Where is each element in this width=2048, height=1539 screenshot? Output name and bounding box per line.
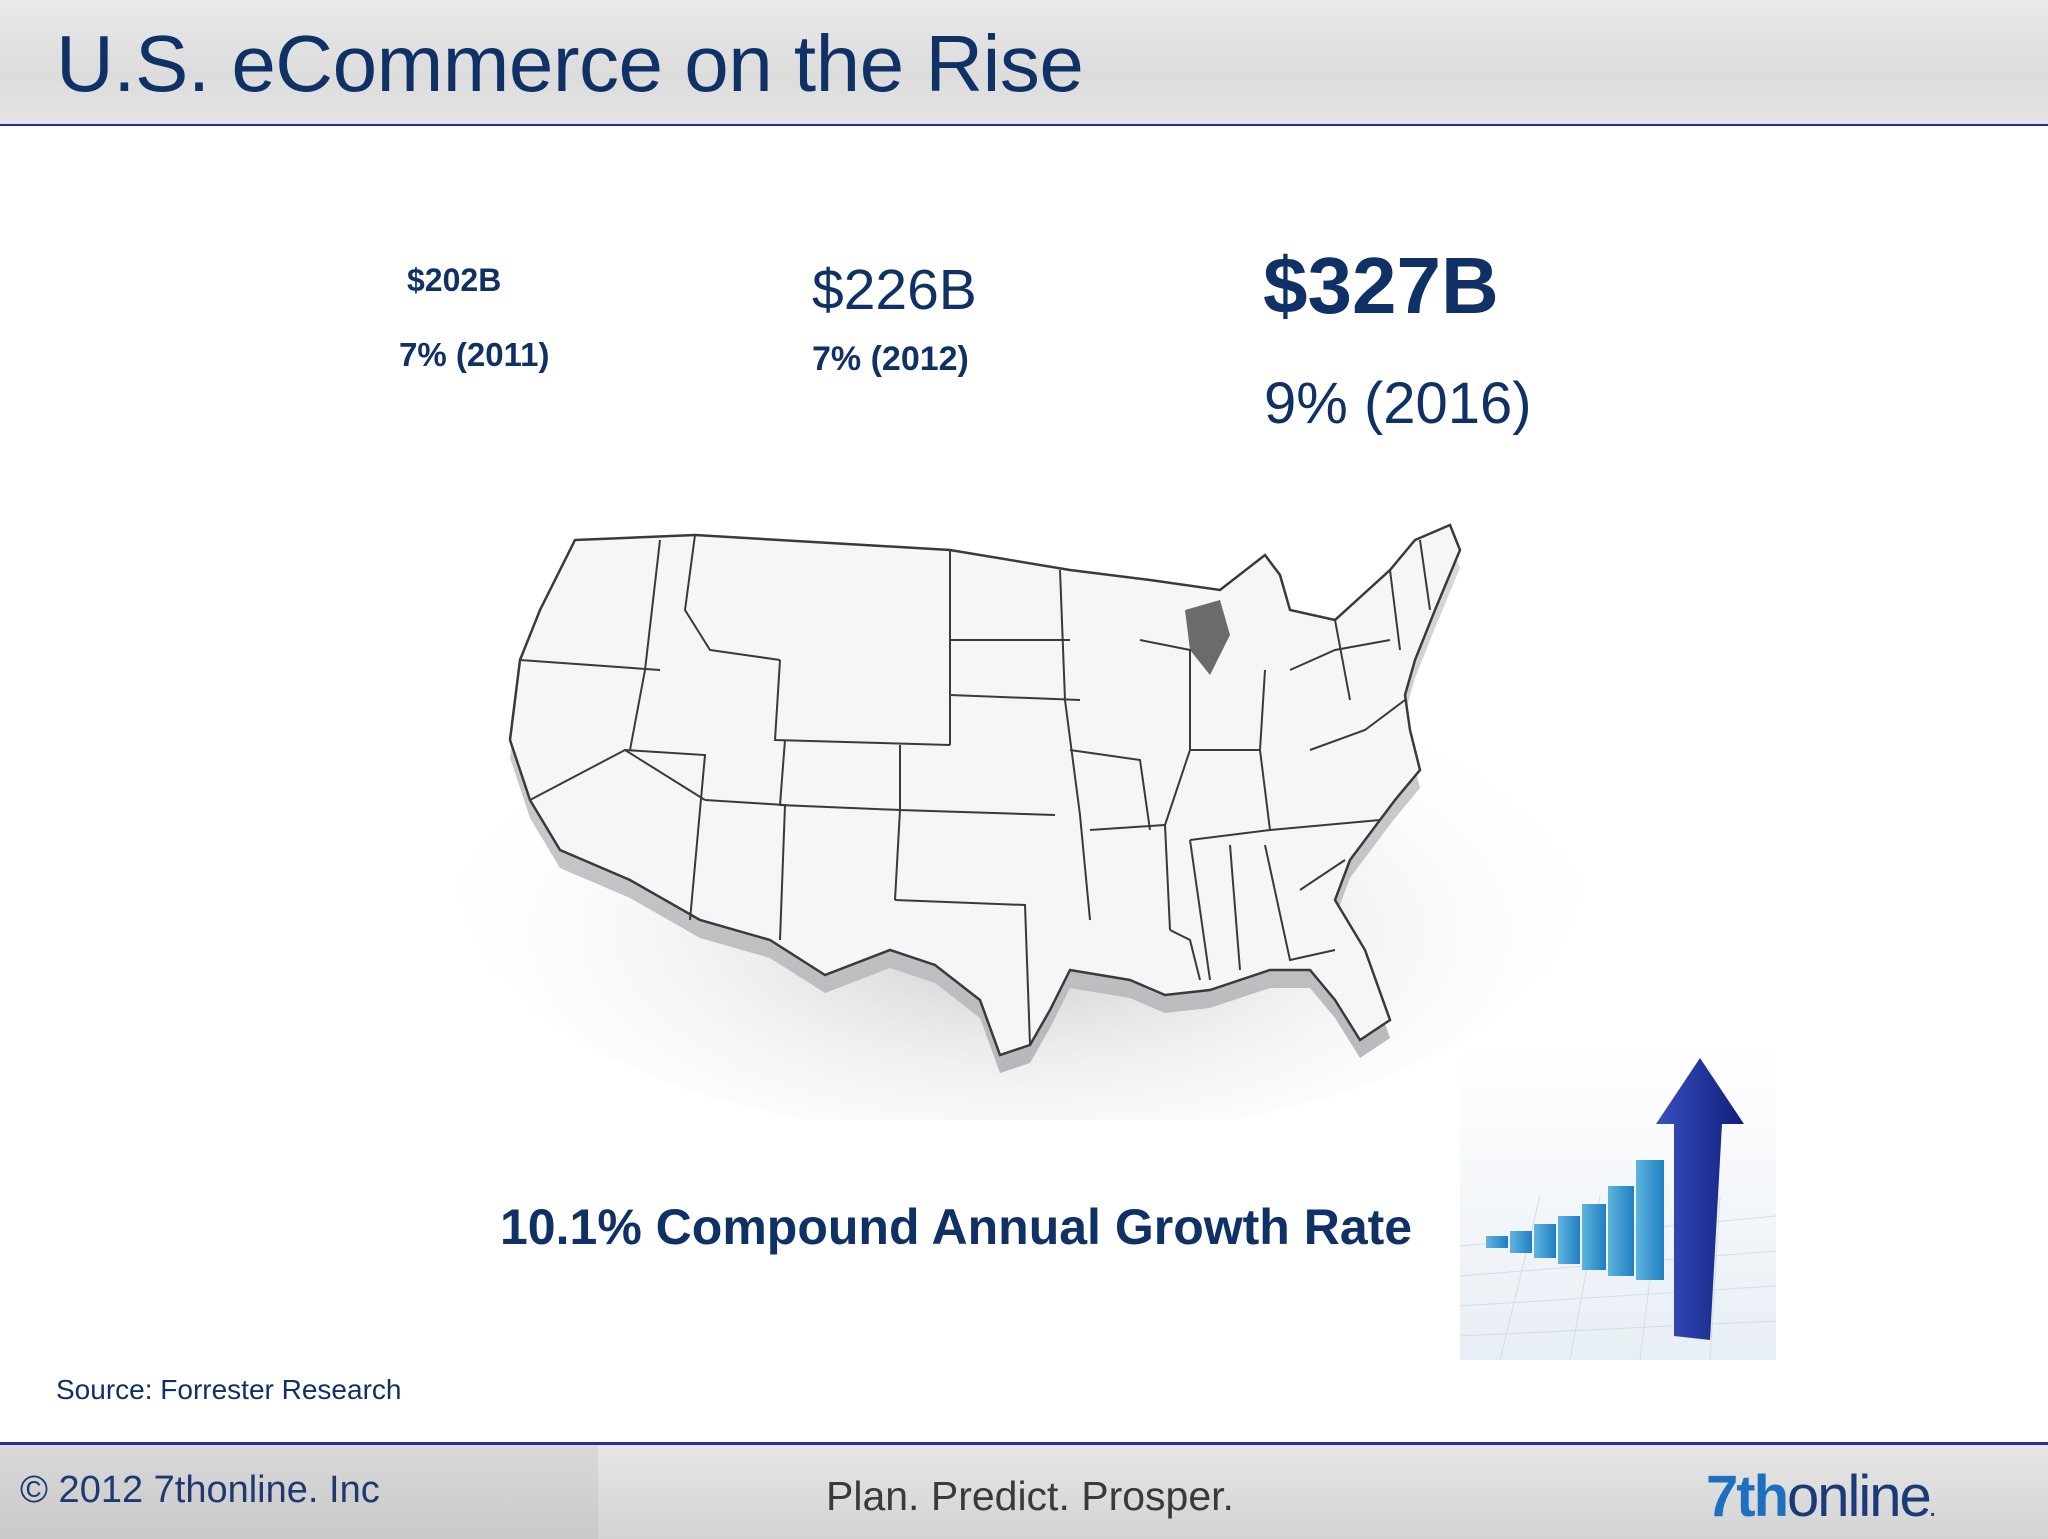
brand-logo: 7thonline. — [1706, 1463, 1935, 1530]
cagr-caption: 10.1% Compound Annual Growth Rate — [500, 1199, 1413, 1255]
stat-value-2012: $226B — [812, 258, 977, 322]
brand-logo-part2: online — [1787, 1464, 1932, 1529]
source-note: Source: Forrester Research — [56, 1374, 402, 1405]
growth-bars-arrow-icon — [1460, 1046, 1776, 1360]
stat-value-2011: $202B — [407, 262, 502, 298]
stat-pct-2011: 7% (2011) — [399, 336, 550, 373]
stat-value-2016: $327B — [1263, 241, 1499, 330]
slide-title: U.S. eCommerce on the Rise — [56, 19, 1084, 108]
copyright-text: © 2012 7thonline. Inc — [20, 1469, 380, 1511]
stat-pct-2012: 7% (2012) — [812, 340, 969, 378]
title-bar: U.S. eCommerce on the Rise — [0, 0, 2048, 126]
footer-left-panel — [0, 1445, 598, 1539]
footer-bar: © 2012 7thonline. Inc Plan. Predict. Pro… — [0, 1442, 2048, 1539]
stat-pct-2016: 9% (2016) — [1264, 371, 1532, 436]
brand-logo-mark: . — [1929, 1499, 1935, 1521]
brand-logo-part1: 7th — [1706, 1464, 1789, 1529]
tagline: Plan. Predict. Prosper. — [826, 1473, 1234, 1519]
us-map-illustration — [430, 500, 1590, 1120]
